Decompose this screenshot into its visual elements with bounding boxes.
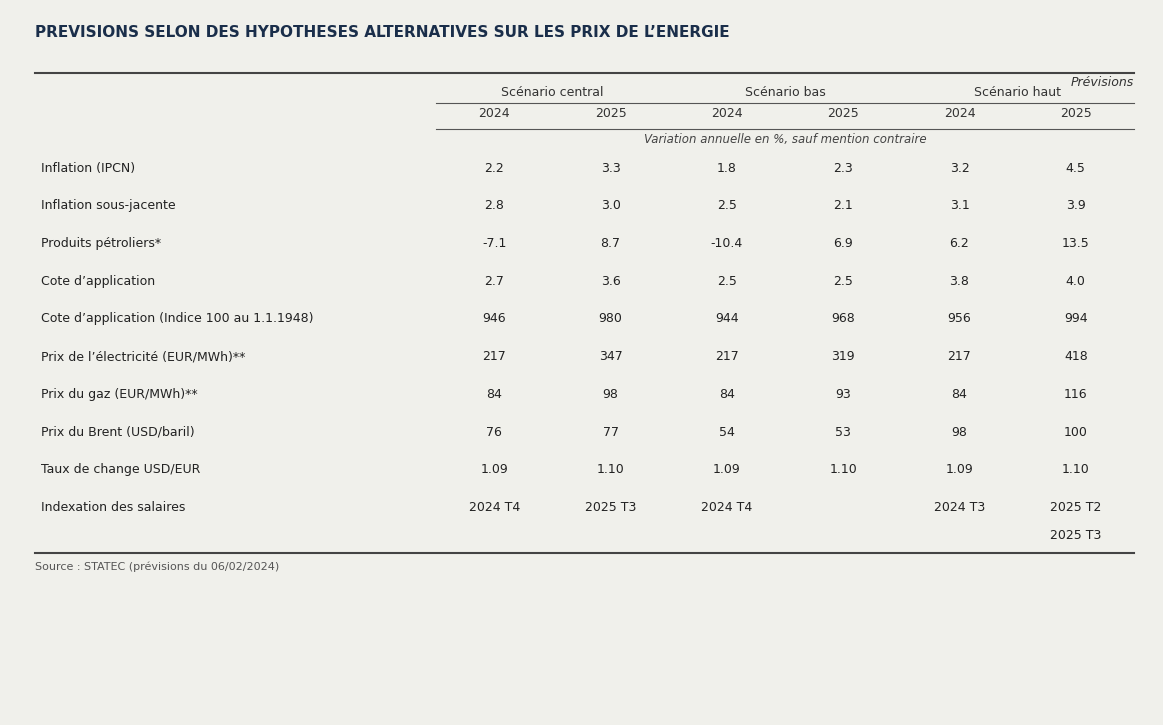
Text: 3.0: 3.0 [600, 199, 621, 212]
Text: Source : STATEC (prévisions du 06/02/2024): Source : STATEC (prévisions du 06/02/202… [35, 562, 279, 572]
Text: 100: 100 [1064, 426, 1087, 439]
Text: 2024 T4: 2024 T4 [701, 501, 752, 514]
Text: 2024: 2024 [943, 107, 976, 120]
Text: 2.8: 2.8 [484, 199, 505, 212]
Text: 116: 116 [1064, 388, 1087, 401]
Text: 2025 T3: 2025 T3 [585, 501, 636, 514]
Text: Indexation des salaires: Indexation des salaires [41, 501, 185, 514]
Text: 77: 77 [602, 426, 619, 439]
Text: 2.7: 2.7 [484, 275, 505, 288]
Text: 1.8: 1.8 [716, 162, 737, 175]
Text: 2024: 2024 [478, 107, 511, 120]
Text: 84: 84 [486, 388, 502, 401]
Text: 2.1: 2.1 [834, 199, 852, 212]
Text: 347: 347 [599, 350, 622, 363]
Text: 1.10: 1.10 [829, 463, 857, 476]
Text: 1.10: 1.10 [1062, 463, 1090, 476]
Text: 3.2: 3.2 [950, 162, 969, 175]
Text: Produits pétroliers*: Produits pétroliers* [41, 237, 160, 250]
Text: 2025 T2: 2025 T2 [1050, 501, 1101, 514]
Text: 98: 98 [602, 388, 619, 401]
Text: 8.7: 8.7 [600, 237, 621, 250]
Text: Scénario haut: Scénario haut [975, 86, 1061, 99]
Text: Inflation (IPCN): Inflation (IPCN) [41, 162, 135, 175]
Text: 2024: 2024 [711, 107, 743, 120]
Text: 84: 84 [951, 388, 968, 401]
Text: 2025: 2025 [1059, 107, 1092, 120]
Text: Prix du Brent (USD/baril): Prix du Brent (USD/baril) [41, 426, 194, 439]
Text: 3.8: 3.8 [949, 275, 970, 288]
Text: 4.0: 4.0 [1065, 275, 1086, 288]
Text: 1.09: 1.09 [480, 463, 508, 476]
Text: 98: 98 [951, 426, 968, 439]
Text: 946: 946 [483, 312, 506, 326]
Text: Cote d’application (Indice 100 au 1.1.1948): Cote d’application (Indice 100 au 1.1.19… [41, 312, 313, 326]
Text: Variation annuelle en %, sauf mention contraire: Variation annuelle en %, sauf mention co… [643, 133, 927, 146]
Text: 994: 994 [1064, 312, 1087, 326]
Text: 2.5: 2.5 [833, 275, 854, 288]
Text: 2024 T3: 2024 T3 [934, 501, 985, 514]
Text: 84: 84 [719, 388, 735, 401]
Text: Scénario central: Scénario central [501, 86, 604, 99]
Text: 1.10: 1.10 [597, 463, 625, 476]
Text: 76: 76 [486, 426, 502, 439]
Text: 217: 217 [715, 350, 739, 363]
Text: 2024 T4: 2024 T4 [469, 501, 520, 514]
Text: 319: 319 [832, 350, 855, 363]
Text: 968: 968 [832, 312, 855, 326]
Text: 3.3: 3.3 [601, 162, 620, 175]
Text: 217: 217 [948, 350, 971, 363]
Text: 1.09: 1.09 [713, 463, 741, 476]
Text: 956: 956 [948, 312, 971, 326]
Text: 3.9: 3.9 [1066, 199, 1085, 212]
Text: Taux de change USD/EUR: Taux de change USD/EUR [41, 463, 200, 476]
Text: 3.6: 3.6 [601, 275, 620, 288]
Text: 980: 980 [599, 312, 622, 326]
Text: 2.5: 2.5 [716, 199, 737, 212]
Text: Prix de l’électricité (EUR/MWh)**: Prix de l’électricité (EUR/MWh)** [41, 350, 245, 363]
Text: Prix du gaz (EUR/MWh)**: Prix du gaz (EUR/MWh)** [41, 388, 198, 401]
Text: -7.1: -7.1 [483, 237, 506, 250]
Text: 3.1: 3.1 [950, 199, 969, 212]
Text: 93: 93 [835, 388, 851, 401]
Text: 2025: 2025 [827, 107, 859, 120]
Text: 4.5: 4.5 [1065, 162, 1086, 175]
Text: Prévisions: Prévisions [1071, 76, 1134, 89]
Text: 2025: 2025 [594, 107, 627, 120]
Text: PREVISIONS SELON DES HYPOTHESES ALTERNATIVES SUR LES PRIX DE L’ENERGIE: PREVISIONS SELON DES HYPOTHESES ALTERNAT… [35, 25, 729, 41]
Text: 2.3: 2.3 [834, 162, 852, 175]
Text: 54: 54 [719, 426, 735, 439]
Text: Cote d’application: Cote d’application [41, 275, 155, 288]
Text: 6.2: 6.2 [950, 237, 969, 250]
Text: 217: 217 [483, 350, 506, 363]
Text: -10.4: -10.4 [711, 237, 743, 250]
Text: 1.09: 1.09 [946, 463, 973, 476]
Text: 6.9: 6.9 [834, 237, 852, 250]
Text: Inflation sous-jacente: Inflation sous-jacente [41, 199, 176, 212]
Text: 53: 53 [835, 426, 851, 439]
Text: 2.5: 2.5 [716, 275, 737, 288]
Text: 13.5: 13.5 [1062, 237, 1090, 250]
Text: 418: 418 [1064, 350, 1087, 363]
Text: 2.2: 2.2 [485, 162, 504, 175]
Text: Scénario bas: Scénario bas [744, 86, 826, 99]
Text: 944: 944 [715, 312, 739, 326]
Text: 2025 T3: 2025 T3 [1050, 529, 1101, 542]
